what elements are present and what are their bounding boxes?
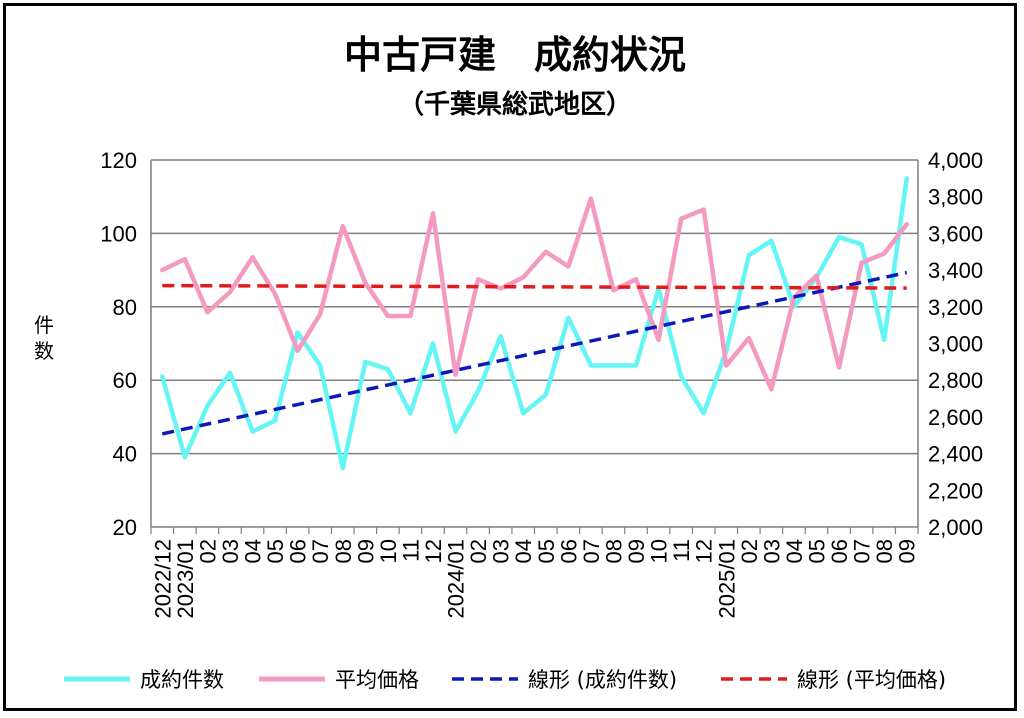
chart-svg: 中古戸建 成約状況 （千葉県総武地区） 件数 20 40 60 80 100 120 2,… xyxy=(34,33,983,692)
gridlines xyxy=(150,159,919,534)
x-tick-label: 09 xyxy=(353,539,378,563)
x-tick-label: 2024/01 xyxy=(444,539,469,619)
x-tick-label: 05 xyxy=(804,539,829,563)
x-tick-label: 08 xyxy=(601,539,626,563)
left-tick-label: 40 xyxy=(113,442,137,467)
series-line-count xyxy=(160,176,909,471)
right-tick-label: 2,200 xyxy=(928,478,983,503)
series-lines xyxy=(160,176,909,471)
x-tick-label: 11 xyxy=(669,539,694,562)
trend-line-count xyxy=(161,270,908,436)
y-axis-label-char: 数 xyxy=(34,339,54,363)
x-tick-label: 12 xyxy=(692,539,717,563)
legend-label: 平均価格 xyxy=(335,668,419,692)
x-tick-label: 03 xyxy=(218,539,243,563)
x-tick-label: 2022/12 xyxy=(150,539,175,619)
right-tick-label: 2,000 xyxy=(928,515,983,540)
x-tick-label: 06 xyxy=(286,539,311,563)
x-tick-label: 2023/01 xyxy=(173,539,198,619)
left-tick-label: 120 xyxy=(100,148,137,173)
x-tick-label: 09 xyxy=(895,539,920,563)
legend-label: 成約件数 xyxy=(140,668,224,692)
x-tick-label: 08 xyxy=(872,539,897,563)
x-tick-label: 06 xyxy=(556,539,581,563)
x-tick-label: 03 xyxy=(759,539,784,563)
series-line-price xyxy=(160,196,909,392)
x-tick-label: 05 xyxy=(534,539,559,563)
x-tick-label: 07 xyxy=(308,539,333,563)
x-tick-label: 06 xyxy=(827,539,852,563)
x-tick-label: 02 xyxy=(737,539,762,563)
x-tick-label: 04 xyxy=(782,539,807,563)
legend: 成約件数 平均価格 線形 (成約件数) 線形 (平均価格) xyxy=(64,668,946,692)
x-axis-ticks: 2022/122023/0102030405060708091011122024… xyxy=(150,539,919,619)
x-tick-label: 07 xyxy=(579,539,604,563)
x-tick-label: 12 xyxy=(421,539,446,563)
x-tick-label: 04 xyxy=(511,539,536,563)
right-tick-label: 3,200 xyxy=(928,295,983,320)
right-tick-label: 4,000 xyxy=(928,148,983,173)
right-tick-label: 3,800 xyxy=(928,185,983,210)
right-axis-ticks: 2,000 2,200 2,400 2,600 2,800 3,000 3,200 3,400… xyxy=(928,148,983,540)
x-tick-label: 08 xyxy=(331,539,356,563)
x-tick-label: 2025/01 xyxy=(714,539,739,619)
left-tick-label: 20 xyxy=(113,515,137,540)
left-tick-label: 60 xyxy=(113,368,137,393)
trend-line-price xyxy=(162,283,907,290)
x-tick-label: 09 xyxy=(624,539,649,563)
x-tick-label: 10 xyxy=(647,539,672,563)
x-tick-label: 02 xyxy=(195,539,220,563)
chart-title: 中古戸建 成約状況 xyxy=(344,33,686,77)
x-tick-label: 07 xyxy=(850,539,875,563)
left-tick-label: 80 xyxy=(113,295,137,320)
x-tick-label: 11 xyxy=(398,539,423,562)
x-tick-label: 02 xyxy=(466,539,491,563)
left-tick-label: 100 xyxy=(100,221,137,246)
legend-label: 線形 (平均価格) xyxy=(797,668,946,692)
left-axis-ticks: 20 40 60 80 100 120 xyxy=(100,148,137,540)
right-tick-label: 3,000 xyxy=(928,332,983,357)
chart-frame: 中古戸建 成約状況 （千葉県総武地区） 件数 20 40 60 80 100 120 2,… xyxy=(3,3,1017,711)
y-axis-label: 件数 xyxy=(34,313,54,363)
right-tick-label: 3,400 xyxy=(928,258,983,283)
x-tick-label: 04 xyxy=(241,539,266,563)
right-tick-label: 2,800 xyxy=(928,368,983,393)
y-axis-label-char: 件 xyxy=(34,313,54,337)
x-tick-label: 03 xyxy=(489,539,514,563)
x-tick-label: 10 xyxy=(376,539,401,563)
chart-subtitle: （千葉県総武地区） xyxy=(398,89,632,120)
right-tick-label: 2,600 xyxy=(928,405,983,430)
x-tick-label: 05 xyxy=(263,539,288,563)
right-tick-label: 2,400 xyxy=(928,442,983,467)
right-tick-label: 3,600 xyxy=(928,221,983,246)
legend-label: 線形 (成約件数) xyxy=(528,668,677,692)
